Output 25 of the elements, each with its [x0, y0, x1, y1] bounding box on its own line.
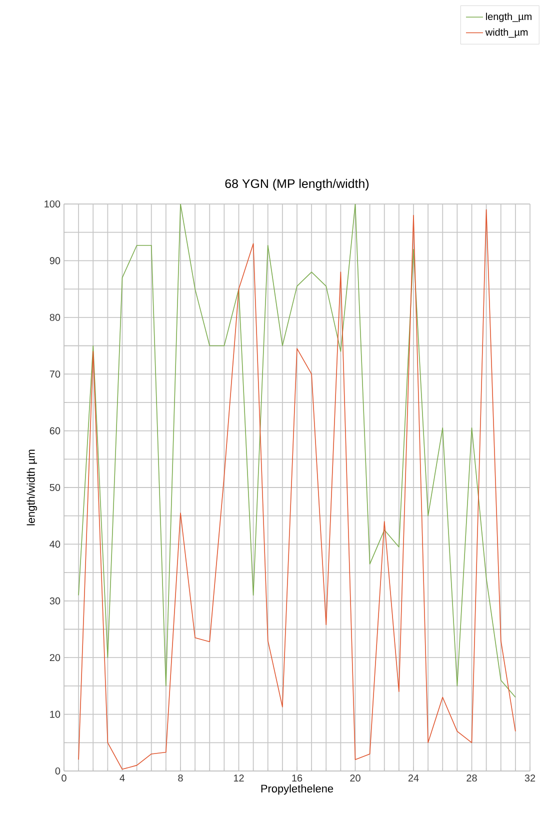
legend-label: width_µm	[485, 28, 528, 38]
y-tick-label: 40	[50, 540, 60, 548]
y-tick-label: 60	[50, 427, 60, 434]
x-axis-title: Propylethelene	[261, 784, 334, 795]
chart-title: 68 YGN (MP length/width)	[225, 178, 369, 190]
y-axis-title: length/width µm	[26, 450, 38, 526]
y-tick-label: 80	[50, 314, 60, 321]
y-tick-label: 90	[50, 257, 60, 264]
x-tick-label: 16	[292, 774, 302, 782]
y-tick-label: 50	[50, 484, 60, 492]
y-tick-label: 30	[50, 597, 60, 604]
x-tick-label: 0	[62, 774, 66, 782]
legend-label: length_µm	[486, 12, 532, 22]
y-tick-label: 70	[50, 370, 60, 378]
x-tick-label: 28	[466, 774, 477, 782]
y-tick-label: 100	[44, 200, 60, 208]
x-tick-label: 20	[350, 774, 360, 782]
y-tick-label: 0	[55, 767, 60, 775]
x-tick-label: 24	[408, 774, 419, 782]
x-tick-label: 12	[234, 774, 244, 782]
y-tick-label: 10	[50, 710, 60, 718]
x-tick-label: 8	[178, 774, 183, 782]
x-tick-label: 4	[120, 774, 125, 782]
x-tick-label: 32	[524, 774, 536, 782]
y-tick-label: 20	[50, 654, 60, 662]
